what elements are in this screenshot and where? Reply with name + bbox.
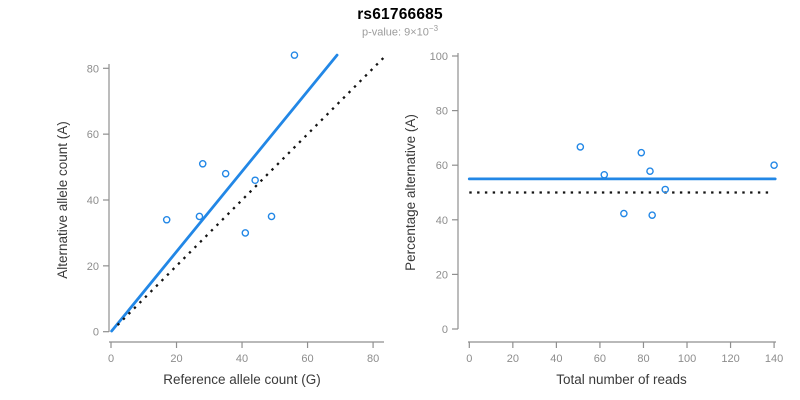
right-x-tick-label: 100 [678,353,696,365]
identity-null-line [116,54,387,326]
right-y-tick-label: 100 [430,51,448,63]
left-data-point [267,212,276,221]
right-x-tick-label: 80 [637,353,649,365]
left-data-point [241,229,250,237]
left-y-tick-label: 40 [87,195,99,207]
right-x-tick-label: 20 [507,353,519,365]
left-y-tick-label: 20 [87,261,99,273]
right-data-point [600,170,609,179]
left-data-point [195,212,204,221]
left-data-point [198,159,207,168]
fitted-ratio-line [110,53,339,333]
plot-title: rs61766685 [357,6,443,23]
left-x-axis-title: Reference allele count (G) [163,372,321,387]
pvalue-exponent: −3 [428,24,439,33]
right-y-tick-label: 0 [442,324,448,336]
left-data-point [290,51,299,59]
left-x-tick-label: 60 [301,353,313,365]
right-y-tick-label: 60 [436,160,448,172]
right-x-tick-label: 40 [550,353,562,365]
right-y-tick-label: 80 [436,106,448,118]
right-data-point [661,185,670,194]
pvalue-text: p-value: 9×10 [361,26,429,39]
right-x-tick-label: 120 [721,353,739,365]
right-data-point [637,148,646,157]
left-y-tick-label: 0 [93,327,99,339]
left-x-tick-label: 20 [170,353,182,365]
right-x-tick-label: 60 [594,353,606,365]
left-x-tick-label: 0 [108,353,114,365]
right-x-axis-title: Total number of reads [556,372,687,387]
right-data-point [576,143,585,151]
left-x-tick-label: 40 [236,353,248,365]
right-y-axis-title: Percentage alternative (A) [403,114,418,271]
right-y-tick-label: 40 [436,215,448,227]
left-data-point [221,169,230,178]
right-x-tick-label: 0 [466,353,472,365]
right-data-point [648,211,656,219]
right-data-point [770,161,778,169]
right-data-point [646,167,654,176]
left-x-tick-label: 80 [367,353,379,365]
left-data-point [251,176,259,185]
right-x-tick-label: 140 [765,353,783,365]
right-y-tick-label: 20 [436,269,448,281]
left-y-axis-title: Alternative allele count (A) [55,121,70,279]
left-y-tick-label: 80 [87,63,99,75]
left-data-point [162,215,171,224]
right-data-point [620,209,628,218]
plot-subtitle: p-value: 9×10−3 [0,24,800,39]
left-y-tick-label: 60 [87,129,99,141]
